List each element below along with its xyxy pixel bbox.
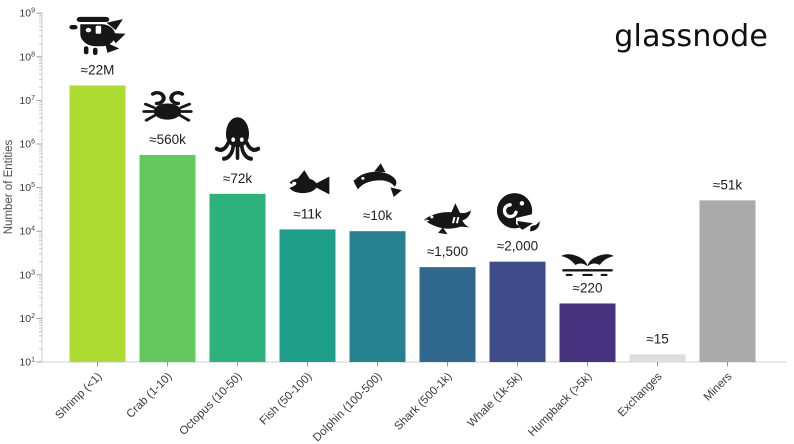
bar-dolphin: [349, 231, 406, 362]
shark-icon-glyph: [424, 203, 471, 235]
x-tick-label-shark: Shark (500-1k): [392, 371, 454, 433]
x-tick-label-fish: Fish (50-100): [258, 371, 315, 428]
y-axis: Number of Entities 101 102 103 104 105 106 107…: [3, 8, 42, 369]
y-axis-title: Number of Entities: [3, 139, 15, 234]
bar-fish: [279, 229, 336, 362]
y-tick-label: 105: [19, 182, 35, 194]
y-tick-label: 104: [19, 226, 35, 238]
whale-icon: [496, 193, 540, 232]
x-tick-label-shrimp: Shrimp (<1): [53, 371, 104, 422]
bar-whale: [489, 261, 546, 362]
y-tick-label: 107: [19, 95, 35, 107]
y-tick-label: 102: [19, 313, 35, 325]
fish-icon: [287, 170, 330, 195]
bar-crab: [139, 154, 196, 362]
plot-area: ≈22M ≈560k ≈72k ≈11k ≈10k ≈1,500 ≈2,000 ≈220 ≈15…: [41, 13, 787, 363]
x-tick-label-dolphin: Dolphin (100-500): [311, 371, 385, 444]
bar-humpback: [559, 303, 616, 362]
glassnode-logo: glassnode: [614, 19, 768, 54]
shrimp-icon: [69, 16, 126, 56]
x-tick-label-humpback: Humpback (>5k): [526, 371, 594, 439]
value-label-shark: ≈1,500: [427, 244, 468, 259]
crab-icon: [142, 91, 193, 122]
x-tick-label-whale: Whale (1k-5k): [466, 371, 525, 430]
value-label-crab: ≈560k: [149, 132, 186, 147]
octopus-icon: [214, 117, 261, 161]
y-tick-label: 109: [19, 8, 35, 20]
fish-icon-glyph: [287, 170, 330, 195]
value-label-miners: ≈51k: [713, 177, 742, 192]
x-axis: Shrimp (<1) Crab (1-10) Octopus (10-50) Fis…: [53, 362, 735, 444]
x-tick-label-exchanges: Exchanges: [616, 370, 665, 419]
value-label-octopus: ≈72k: [223, 171, 252, 186]
bar-octopus: [209, 193, 266, 362]
y-tick-label: 101: [19, 357, 35, 369]
x-tick-label-crab: Crab (1-10): [125, 371, 175, 421]
value-label-exchanges: ≈15: [646, 331, 668, 346]
value-label-whale: ≈2,000: [497, 239, 538, 254]
bar-miners: [699, 200, 756, 362]
value-label-fish: ≈11k: [293, 206, 321, 221]
dolphin-icon: [353, 163, 402, 197]
y-tick-label: 103: [19, 269, 35, 281]
dolphin-icon-glyph: [353, 163, 402, 197]
value-label-dolphin: ≈10k: [363, 208, 392, 223]
y-tick-label: 106: [19, 139, 35, 151]
y-tick-label: 108: [19, 51, 35, 63]
value-label-humpback: ≈220: [573, 280, 603, 295]
humpback-tail-icon: [561, 254, 614, 276]
shark-icon: [424, 203, 471, 235]
humpback-tail-icon-glyph: [561, 254, 614, 276]
icons-layer: [69, 16, 614, 276]
x-tick-label-miners: Miners: [702, 370, 735, 403]
bar-exchanges: [629, 354, 686, 362]
octopus-icon-glyph: [214, 117, 261, 161]
crab-icon-glyph: [142, 91, 193, 122]
x-tick-label-octopus: Octopus (10-50): [177, 371, 244, 438]
whale-icon-glyph: [496, 193, 540, 232]
bar-shrimp: [69, 85, 126, 362]
shrimp-icon-glyph: [69, 16, 126, 56]
value-label-shrimp: ≈22M: [81, 62, 115, 77]
bar-shark: [419, 267, 476, 362]
